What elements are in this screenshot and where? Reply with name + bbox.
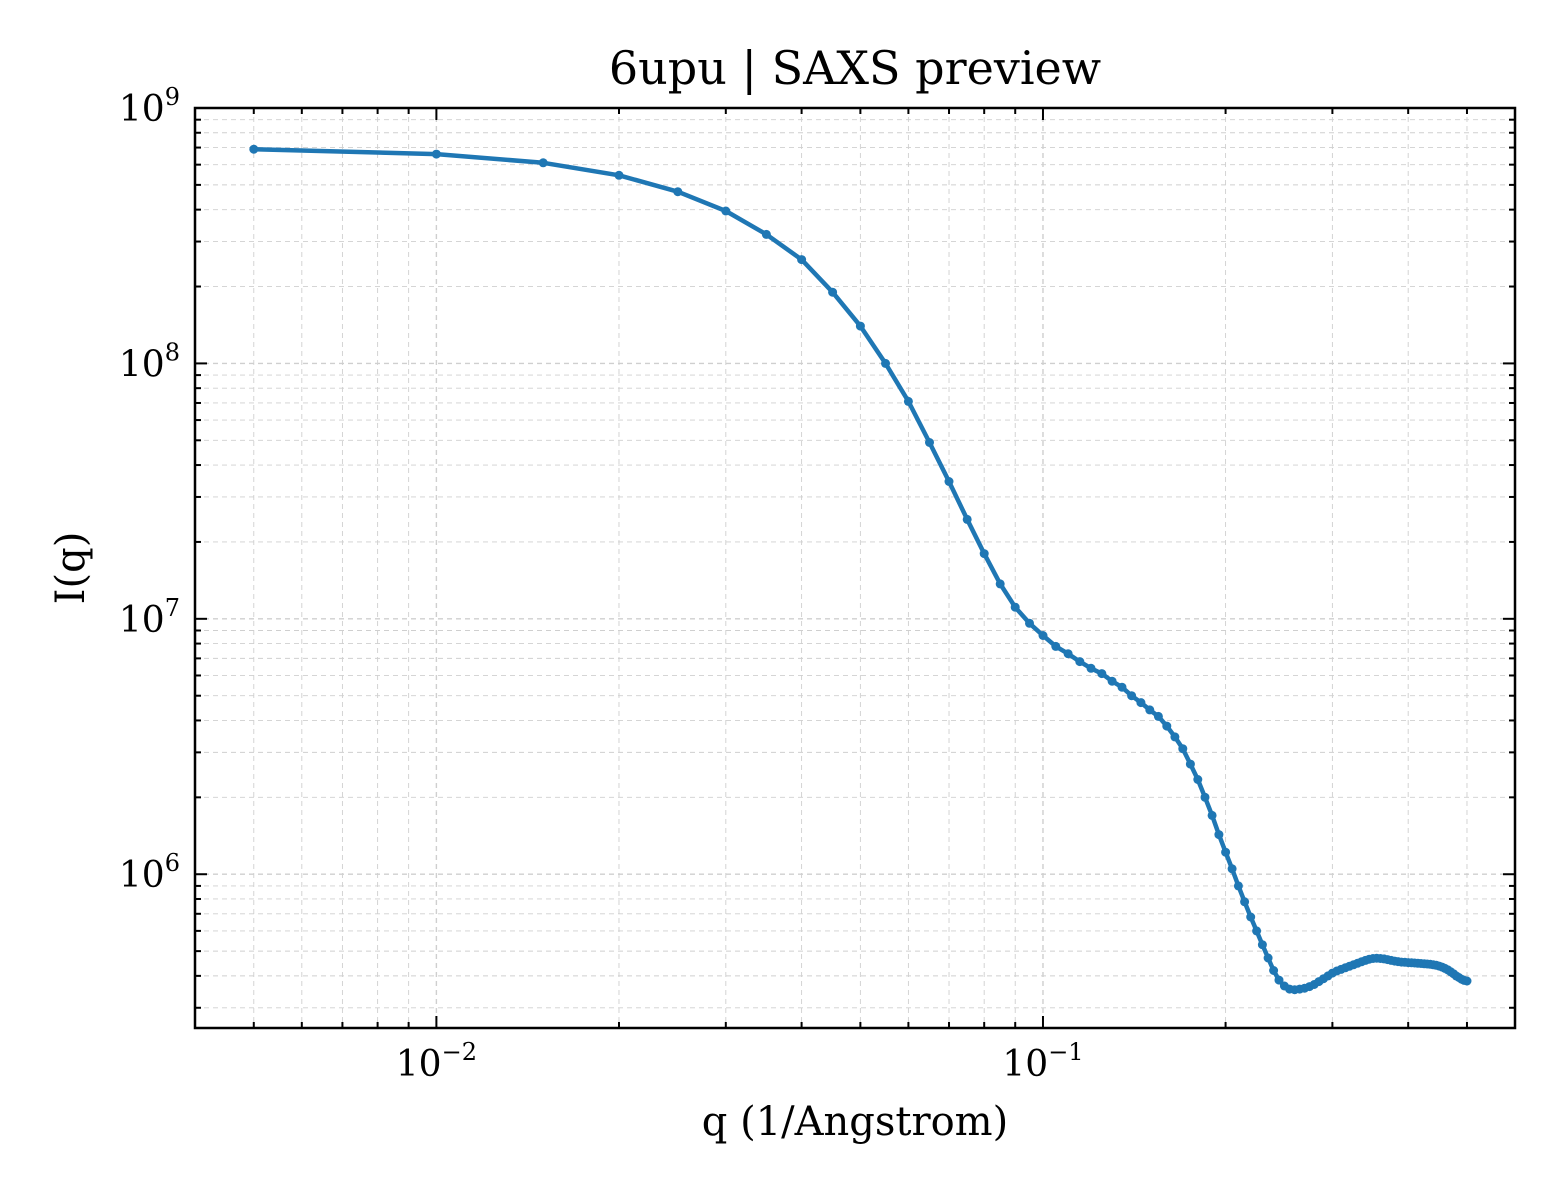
data-point [903,396,913,406]
data-point [1063,649,1073,659]
data-point [761,229,771,239]
data-point [249,144,259,154]
data-point [1136,698,1146,708]
data-point [1107,676,1117,686]
data-point [855,321,865,331]
data-point [1233,881,1243,891]
data-point [1075,657,1085,667]
data-point [1269,966,1279,975]
data-point [828,287,838,297]
data-point [1252,926,1262,936]
data-point [944,477,954,486]
data-point [1025,618,1034,628]
data-point [881,358,890,368]
data-point [1193,775,1203,784]
data-point [1185,759,1195,769]
x-tick-label: 10−2 [396,1038,477,1085]
y-tick-label: 106 [119,849,180,896]
y-tick-label: 109 [119,83,180,130]
data-point [1145,705,1155,715]
y-tick-label: 107 [119,594,180,641]
y-tick-label: 108 [119,338,180,385]
data-point [1178,744,1188,754]
data-point [1117,682,1127,692]
data-point [1214,830,1224,840]
data-point [1227,864,1237,874]
data-point [1462,976,1472,986]
data-point [1246,912,1256,922]
x-tick-label: 10−1 [1002,1038,1083,1085]
chart-title: 6upu | SAXS preview [609,41,1101,95]
data-point [1170,732,1180,742]
data-point [1274,975,1284,985]
data-point [962,514,972,524]
data-point [1240,897,1250,907]
series-group [249,144,1472,995]
data-point [1051,641,1061,651]
data-point [721,206,731,216]
ticks: 10−2 10−1 106 107 108 109 [119,83,1515,1085]
data-point [995,579,1005,589]
data-point [1200,792,1210,802]
data-point [1162,721,1172,731]
data-point [925,438,934,447]
y-axis-label: I(q) [48,532,94,605]
data-point [1010,602,1020,612]
grid [194,107,1515,1028]
data-point [1207,810,1217,820]
data-point [614,170,624,180]
data-point [1263,953,1273,963]
data-point [1097,669,1107,679]
data-point [1038,631,1048,640]
data-point [431,149,441,159]
data-point [979,549,989,559]
data-point [673,187,683,197]
data-point [797,255,807,265]
data-point [1086,663,1096,673]
data-point [1127,691,1137,701]
x-axis-label: q (1/Angstrom) [702,1099,1008,1145]
data-point [1221,847,1231,857]
plot-frame [193,106,1517,1030]
data-point [1257,940,1267,950]
data-point [1153,711,1163,721]
data-point [538,158,548,168]
